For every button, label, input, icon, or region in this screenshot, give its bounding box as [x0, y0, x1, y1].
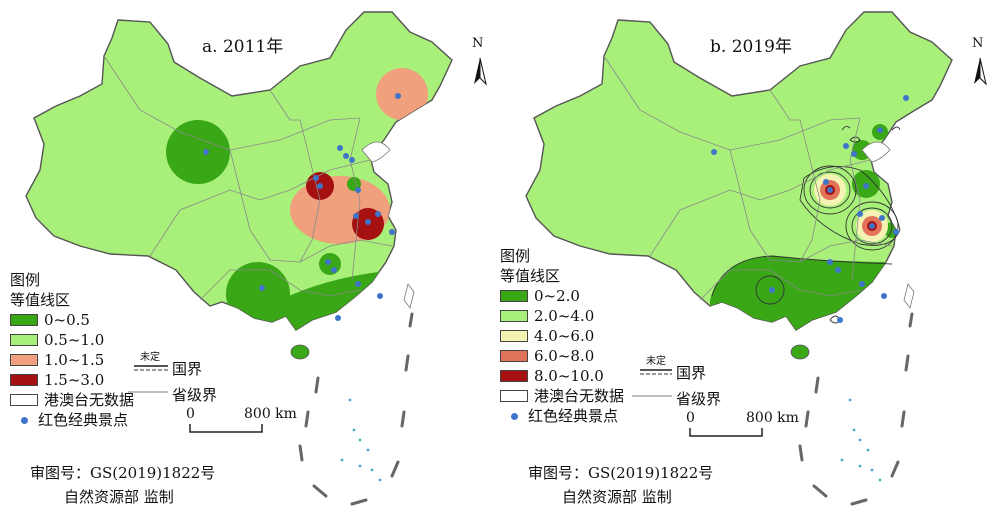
map-panel-2019: b. 2019年 N 图例 等值线区 0~2.0 2.0~4.0 4.0~6.0… — [500, 0, 1000, 514]
hainan-island — [790, 344, 810, 360]
north-arrow — [974, 57, 987, 86]
hainan-island — [290, 344, 310, 360]
legend-class: 6.0~8.0 — [500, 346, 624, 366]
approval-number: 审图号：GS(2019)1822号 — [528, 464, 714, 482]
north-label: N — [972, 36, 984, 51]
provincial-borders — [603, 55, 893, 301]
nine-dash-line — [798, 312, 914, 506]
legend-spots: 红色经典景点 — [10, 410, 134, 430]
spot-icon — [21, 416, 28, 424]
scale-start: 0 — [186, 406, 195, 422]
legend-class: 0~2.0 — [500, 286, 624, 306]
scale-end: 800 km — [746, 410, 799, 426]
legend-swatch — [500, 350, 528, 362]
zone-low-northwest — [166, 120, 230, 184]
provincial-borders — [103, 55, 393, 301]
legend-subheading: 等值线区 — [500, 266, 561, 285]
legend-swatch — [10, 394, 38, 406]
supervisor: 自然资源部 监制 — [64, 488, 174, 506]
scale-start: 0 — [686, 410, 695, 426]
legend-heading: 图例 — [500, 246, 531, 265]
legend-subheading: 等值线区 — [10, 290, 71, 309]
legend-class: 0.5~1.0 — [10, 330, 134, 350]
legend-heading: 图例 — [10, 270, 41, 289]
legend-class: 1.5~3.0 — [10, 370, 134, 390]
approval-number: 审图号：GS(2019)1822号 — [30, 464, 216, 482]
legend-class: 0~0.5 — [10, 310, 134, 330]
legend-no-data: 港澳台无数据 — [500, 386, 624, 406]
legend-swatch — [500, 370, 528, 382]
legend-swatch — [10, 314, 38, 326]
legend-no-data: 港澳台无数据 — [10, 390, 134, 410]
scale-end: 800 km — [244, 406, 297, 422]
legend: 图例 等值线区 0~2.0 2.0~4.0 4.0~6.0 6.0~8.0 8.… — [500, 246, 624, 426]
legend-swatch — [10, 374, 38, 386]
sea-islands — [840, 398, 882, 482]
bohai-sea — [861, 141, 891, 163]
china-map-2011 — [25, 11, 487, 506]
taiwan-island — [403, 283, 415, 309]
legend-swatch — [10, 334, 38, 346]
panel-title: a. 2011年 — [202, 37, 284, 57]
legend-swatch — [10, 354, 38, 366]
undetermined-label: 未定 — [646, 356, 666, 367]
provincial-border-label: 省级界 — [676, 390, 722, 408]
red-classic-spots — [203, 93, 401, 321]
map-panel-2011: a. 2011年 N 图例 等值线区 0~0.5 0.5~1.0 1.0~1.5… — [10, 11, 487, 506]
bohai-sea — [361, 141, 391, 163]
legend-swatch — [500, 390, 528, 402]
legend-class: 2.0~4.0 — [500, 306, 624, 326]
national-border-label: 国界 — [676, 364, 707, 382]
legend-class: 8.0~10.0 — [500, 366, 624, 386]
national-border-label: 国界 — [172, 360, 203, 378]
isolines — [711, 125, 901, 324]
spot-icon — [511, 412, 518, 420]
north-arrow — [474, 57, 487, 86]
scale-bar — [689, 428, 763, 437]
north-label: N — [472, 36, 484, 51]
legend-class: 1.0~1.5 — [10, 350, 134, 370]
border-legend-lines — [128, 365, 168, 393]
zone-mid-northeast — [376, 68, 428, 120]
china-map-2019 — [525, 11, 987, 506]
scale-bar — [189, 424, 263, 433]
legend-swatch — [500, 290, 528, 302]
panel-title: b. 2019年 — [710, 37, 792, 57]
undetermined-label: 未定 — [140, 352, 160, 363]
legend-spots: 红色经典景点 — [500, 406, 624, 426]
zone-low-southwest — [226, 262, 290, 326]
red-classic-spots — [711, 95, 909, 323]
legend-swatch — [500, 330, 528, 342]
sea-islands — [340, 398, 382, 482]
provincial-border-label: 省级界 — [172, 386, 218, 404]
zone-low-south — [710, 256, 900, 330]
legend: 图例 等值线区 0~0.5 0.5~1.0 1.0~1.5 1.5~3.0 港澳… — [10, 270, 134, 430]
legend-class: 4.0~6.0 — [500, 326, 624, 346]
border-legend-lines — [632, 369, 672, 397]
supervisor: 自然资源部 监制 — [562, 488, 672, 506]
taiwan-island — [903, 283, 915, 309]
nine-dash-line — [298, 312, 414, 506]
legend-swatch — [500, 310, 528, 322]
